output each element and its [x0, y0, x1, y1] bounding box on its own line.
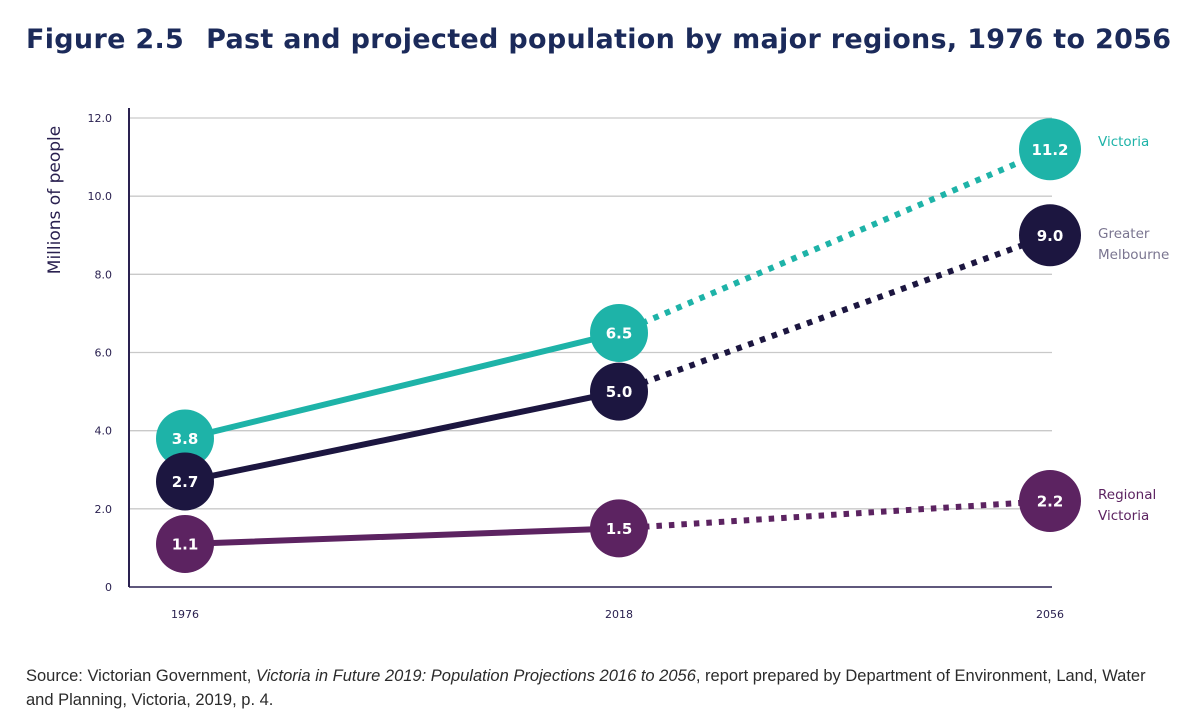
series-line-projected — [618, 498, 1051, 532]
data-label: 1.1 — [172, 536, 199, 554]
series-label: Melbourne — [1098, 247, 1169, 263]
series-line-actual — [182, 329, 622, 442]
y-tick-label: 12.0 — [88, 112, 113, 125]
data-point — [1019, 470, 1081, 533]
y-tick-label: 4.0 — [95, 425, 113, 438]
series-line-actual — [182, 388, 622, 485]
figure-title: Figure 2.5 Past and projected population … — [26, 24, 1171, 55]
series-label: Victoria — [1098, 508, 1149, 524]
y-tick-label: 6.0 — [95, 347, 113, 360]
series-labels: Victoria Greater Melbourne Regional Victoria — [1098, 134, 1169, 524]
series-line-actual — [182, 525, 622, 548]
data-point — [156, 409, 214, 468]
data-point — [1019, 204, 1081, 267]
source-publication: Victoria in Future 2019: Population Proj… — [255, 667, 696, 685]
x-tick-label: 2018 — [605, 608, 633, 621]
data-label: 5.0 — [606, 383, 633, 401]
source-note: Source: Victorian Government, Victoria i… — [26, 664, 1176, 712]
y-tick-label: 10.0 — [88, 190, 113, 203]
figure-number: Figure 2.5 — [26, 24, 185, 55]
data-label: 6.5 — [606, 324, 633, 342]
figure-title-text: Past and projected population by major r… — [206, 24, 1172, 55]
source-prefix: Source: Victorian Government, — [26, 667, 256, 685]
data-label: 2.7 — [172, 473, 199, 491]
y-tick-label: 0 — [105, 581, 112, 594]
data-point — [590, 362, 648, 421]
data-label: 11.2 — [1031, 141, 1068, 159]
y-tick-label: 8.0 — [95, 268, 113, 281]
data-point — [156, 452, 214, 511]
x-tick-label: 1976 — [171, 608, 199, 621]
data-label: 3.8 — [172, 430, 199, 448]
x-tick-labels: 1976 2018 2056 — [171, 608, 1064, 621]
series-points: 3.8 6.5 11.2 2.7 5.0 9.0 1.1 1.5 2.2 — [156, 118, 1081, 574]
data-label: 2.2 — [1037, 493, 1064, 511]
line-chart: 0 2.0 4.0 6.0 8.0 10.0 12.0 1976 2018 2056 Milli… — [45, 108, 1169, 621]
data-point — [1019, 118, 1081, 181]
source-suffix: , report prepared by Department of Envir… — [26, 667, 1146, 709]
data-label: 1.5 — [606, 520, 633, 538]
series-line-projected — [617, 232, 1052, 395]
x-tick-label: 2056 — [1036, 608, 1064, 621]
data-point — [156, 515, 214, 574]
data-label: 9.0 — [1037, 227, 1064, 245]
series-label: Greater — [1098, 226, 1150, 242]
series-label: Regional — [1098, 487, 1156, 503]
gridlines — [129, 117, 1052, 510]
y-tick-label: 2.0 — [95, 503, 113, 516]
series-line-projected — [617, 146, 1052, 336]
series-lines — [182, 146, 1052, 548]
series-label: Victoria — [1098, 134, 1149, 150]
y-axis-label: Millions of people — [45, 126, 65, 274]
data-point — [590, 499, 648, 558]
y-tick-labels: 0 2.0 4.0 6.0 8.0 10.0 12.0 — [88, 112, 113, 594]
data-point — [590, 303, 648, 362]
